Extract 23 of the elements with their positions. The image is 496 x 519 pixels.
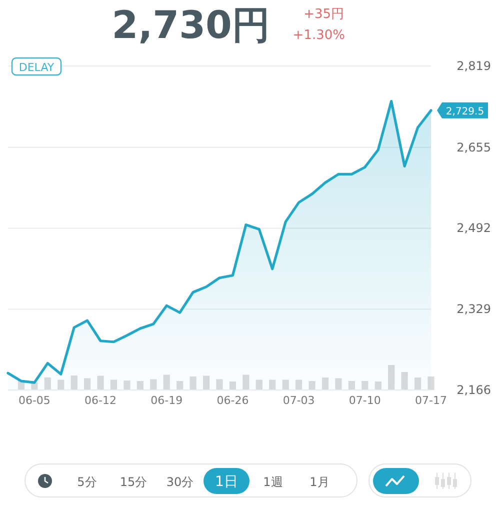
x-tick-label: 07-17 [415, 394, 447, 407]
x-tick-label: 06-12 [84, 394, 117, 407]
x-tick-label: 06-26 [216, 394, 249, 407]
annotation: DELAY [18, 61, 54, 74]
y-tick-label: 2,166 [456, 383, 491, 397]
y-tick-label: 2,655 [456, 140, 491, 154]
text: 15分 [120, 475, 148, 489]
y-tick-label: 2,329 [456, 302, 491, 316]
text: +1.30% [292, 28, 345, 43]
x-tick-label: 06-05 [18, 394, 50, 407]
x-tick-label: 07-03 [282, 394, 315, 407]
text: 1日 [215, 474, 238, 490]
text: 1週 [263, 475, 283, 489]
data-label: 2,729.5 [446, 106, 484, 118]
text: 1月 [310, 475, 330, 489]
y-tick-label: 2,492 [456, 221, 491, 236]
x-tick-label: 07-10 [348, 394, 381, 407]
text: 5分 [77, 475, 97, 489]
text: 30分 [166, 475, 194, 489]
text: +35円 [304, 7, 344, 22]
chart-title: 2,730円 [112, 3, 270, 47]
y-tick-label: 2,819 [456, 59, 491, 73]
x-tick-label: 06-19 [150, 394, 183, 407]
